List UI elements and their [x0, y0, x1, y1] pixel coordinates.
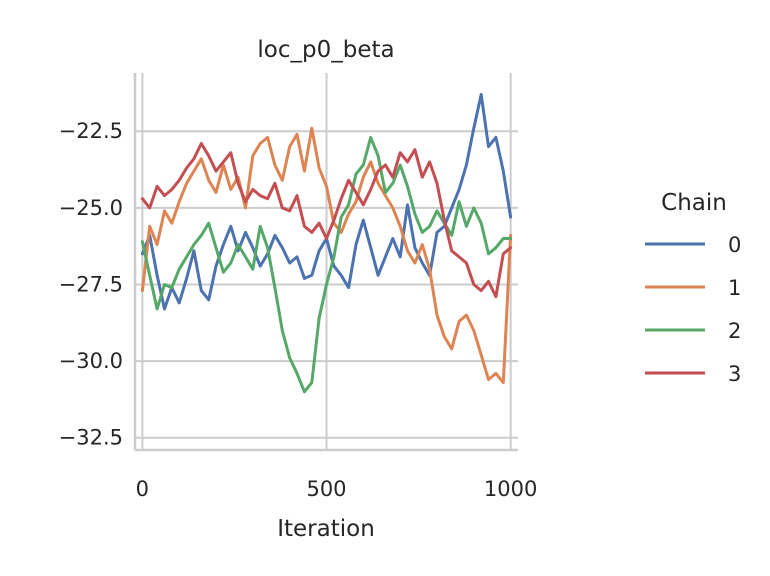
- y-tick-label: −30.0: [59, 349, 123, 373]
- legend-items: 0 1 2 3: [645, 233, 741, 386]
- x-tick-label: 1000: [484, 477, 537, 501]
- legend-label-chain-2: 2: [728, 319, 741, 343]
- x-tick-label: 0: [136, 477, 149, 501]
- x-tick-label: 500: [306, 477, 346, 501]
- y-tick-label: −27.5: [59, 272, 123, 296]
- legend: Chain 0 1 2 3: [645, 190, 741, 386]
- legend-label-chain-0: 0: [728, 233, 741, 257]
- y-tick-labels: −22.5 −25.0 −27.5 −30.0 −32.5: [59, 119, 123, 450]
- legend-label-chain-1: 1: [728, 276, 741, 300]
- series-line-chain-3: [140, 142, 513, 299]
- y-tick-label: −22.5: [59, 119, 123, 143]
- legend-label-chain-3: 3: [728, 362, 741, 386]
- series-line-chain-2: [140, 135, 513, 394]
- x-tick-labels: 0 500 1000: [136, 477, 538, 501]
- plot-axes: [133, 73, 518, 452]
- series-lines: [140, 93, 513, 394]
- legend-title: Chain: [661, 190, 727, 216]
- x-axis-title: Iteration: [277, 516, 375, 542]
- y-tick-label: −25.0: [59, 196, 123, 220]
- chart-title: loc_p0_beta: [257, 37, 394, 63]
- series-line-chain-1: [140, 126, 513, 385]
- y-tick-label: −32.5: [59, 426, 123, 450]
